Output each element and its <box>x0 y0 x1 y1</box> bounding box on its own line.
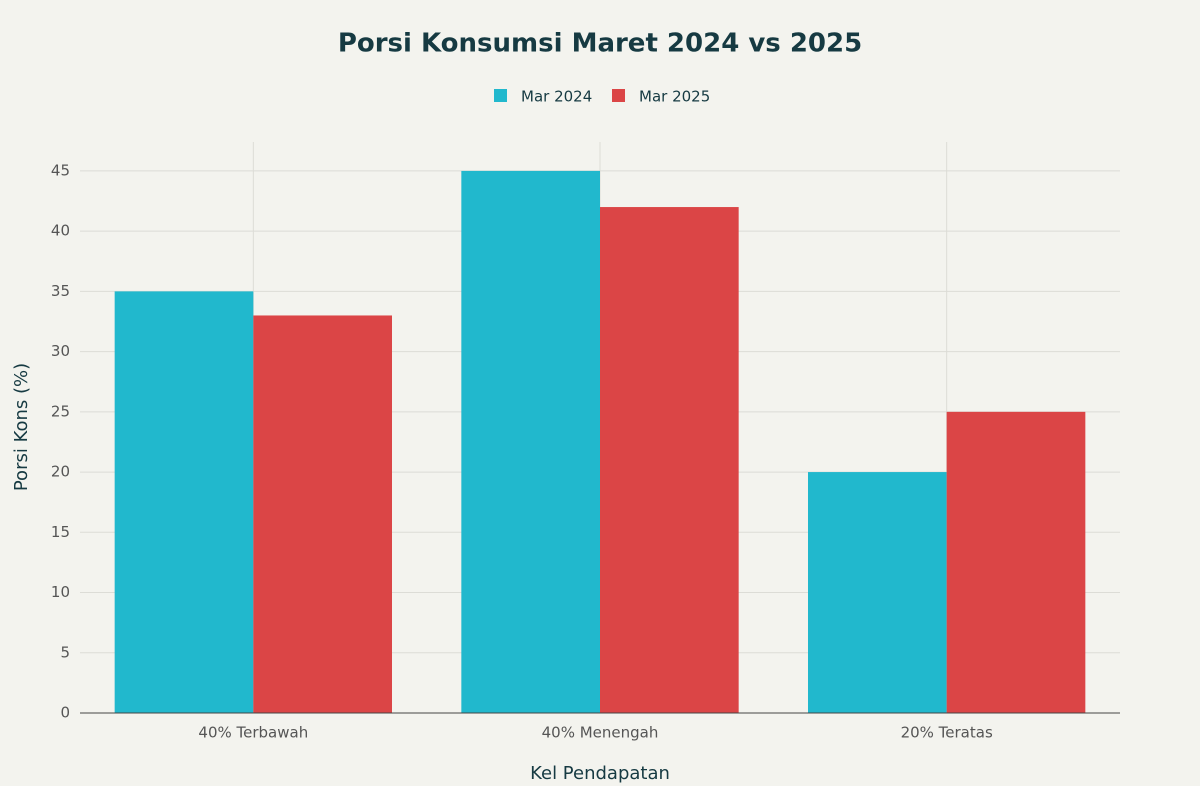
legend: Mar 2024 Mar 2025 <box>494 88 710 106</box>
x-tick-label: 20% Teratas <box>901 724 993 742</box>
y-tick-label: 10 <box>51 583 70 601</box>
y-tick-label: 45 <box>51 161 70 179</box>
y-tick-label: 15 <box>51 523 70 541</box>
y-tick-label: 35 <box>51 282 70 300</box>
bar <box>114 291 254 713</box>
x-axis-label: Kel Pendapatan <box>530 763 670 784</box>
legend-swatch <box>612 89 625 102</box>
y-tick-label: 25 <box>51 402 70 420</box>
bar <box>600 207 739 713</box>
y-tick-label: 0 <box>60 704 70 722</box>
bar <box>808 472 947 713</box>
bar <box>461 170 600 714</box>
legend-swatch <box>494 89 507 102</box>
y-tick-label: 5 <box>60 643 70 661</box>
chart-title: Porsi Konsumsi Maret 2024 vs 2025 <box>338 29 862 59</box>
y-tick-label: 20 <box>51 463 70 481</box>
y-tick-label: 40 <box>51 222 70 240</box>
y-tick-label: 30 <box>51 342 70 360</box>
y-axis-label: Porsi Kons (%) <box>11 363 32 491</box>
x-tick-label: 40% Menengah <box>542 724 659 742</box>
bar <box>946 411 1086 713</box>
legend-label: Mar 2025 <box>639 88 710 106</box>
x-tick-label: 40% Terbawah <box>198 724 308 742</box>
bar <box>253 315 392 713</box>
legend-label: Mar 2024 <box>521 88 592 106</box>
